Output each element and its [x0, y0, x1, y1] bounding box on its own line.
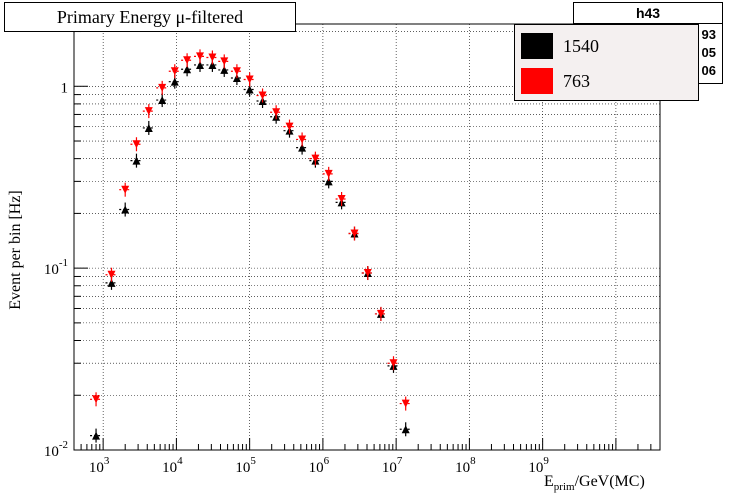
- data-point: [92, 395, 101, 404]
- data-point: [401, 425, 410, 434]
- grid-lines: [74, 24, 660, 451]
- stats-histogram-name: h43: [574, 3, 722, 24]
- data-point: [170, 77, 179, 86]
- data-point: [208, 60, 217, 69]
- stats-mean-value: 05: [701, 45, 716, 60]
- data-point: [258, 91, 267, 100]
- data-point: [208, 53, 217, 62]
- data-point: [272, 108, 281, 117]
- x-tick-label: 107: [382, 455, 403, 476]
- data-point: [158, 96, 167, 105]
- axis-ticks: 103 104 105 106 107 108 109 10-2 10-1 1: [44, 31, 661, 476]
- x-tick-label: 108: [455, 455, 476, 476]
- x-axis-label-main: E: [544, 473, 554, 490]
- series-763: [90, 49, 412, 411]
- y-axis-label: Event per bin [Hz]: [7, 190, 24, 310]
- data-point: [298, 135, 307, 144]
- data-point: [363, 269, 372, 278]
- data-point: [144, 123, 153, 132]
- data-point: [232, 67, 241, 76]
- data-point: [220, 65, 229, 74]
- x-axis-label: Eprim/GeV(MC): [544, 473, 645, 493]
- stats-rms-value: 06: [701, 63, 716, 78]
- x-tick-label: 105: [235, 455, 256, 476]
- data-point: [245, 85, 254, 94]
- y-tick-label: 10-1: [44, 257, 68, 278]
- data-point: [144, 107, 153, 116]
- x-tick-label: 104: [162, 455, 183, 476]
- legend-swatch-red: [521, 68, 553, 94]
- data-point: [285, 122, 294, 131]
- data-point: [324, 177, 333, 186]
- data-point: [401, 399, 410, 408]
- data-point: [183, 56, 192, 65]
- series-1540: [90, 57, 412, 443]
- data-point: [350, 229, 359, 238]
- data-point: [132, 140, 141, 149]
- x-tick-label: 103: [89, 455, 110, 476]
- data-point: [132, 156, 141, 165]
- data-point: [107, 270, 116, 279]
- data-point: [107, 278, 116, 287]
- data-point: [245, 75, 254, 84]
- stats-entries-value: 93: [701, 27, 716, 42]
- legend-label-red: 763: [563, 70, 590, 91]
- data-point: [196, 60, 205, 69]
- y-tick-label: 1: [61, 80, 69, 96]
- data-point: [220, 57, 229, 66]
- data-series: [90, 49, 412, 443]
- y-tick-label: 10-2: [44, 439, 68, 460]
- data-point: [121, 185, 130, 194]
- data-point: [389, 359, 398, 368]
- x-tick-label: 109: [528, 455, 549, 476]
- legend-entry-black: 1540: [521, 30, 599, 62]
- x-tick-label: 106: [309, 455, 330, 476]
- legend: 1540 763: [514, 24, 699, 101]
- legend-label-black: 1540: [563, 35, 599, 56]
- data-point: [121, 205, 130, 214]
- legend-entry-red: 763: [521, 65, 590, 97]
- data-point: [170, 67, 179, 76]
- x-axis-label-sub: prim: [554, 481, 575, 493]
- data-point: [324, 169, 333, 178]
- data-point: [376, 309, 385, 318]
- x-axis-label-tail: /GeV(MC): [575, 473, 645, 490]
- legend-swatch-black: [521, 33, 553, 59]
- data-point: [337, 194, 346, 203]
- chart-title: Primary Energy μ-filtered: [4, 2, 296, 32]
- data-point: [183, 65, 192, 74]
- data-point: [298, 143, 307, 152]
- data-point: [92, 431, 101, 440]
- data-point: [196, 52, 205, 61]
- data-point: [158, 83, 167, 92]
- data-point: [311, 154, 320, 163]
